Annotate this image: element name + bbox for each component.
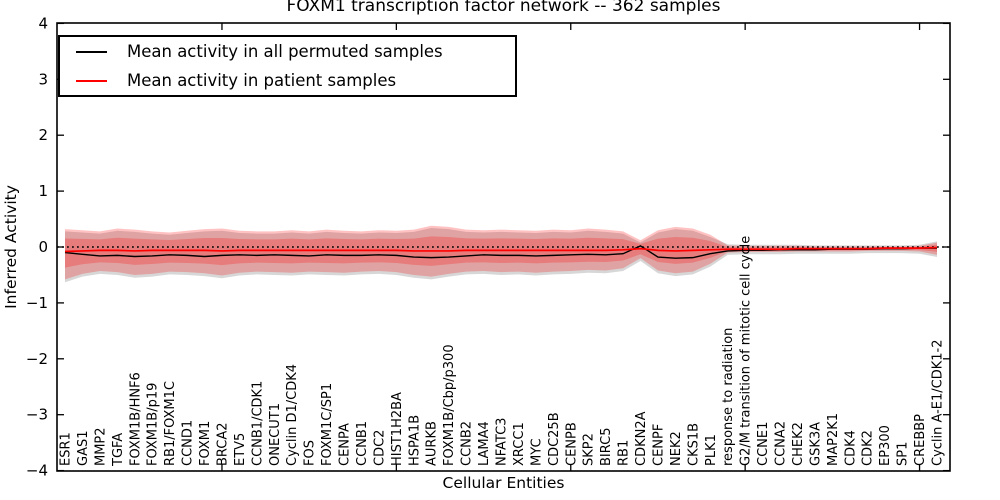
x-tick-label: CCNB2: [460, 421, 475, 466]
x-tick-label: GSK3A: [808, 422, 823, 466]
x-tick-label: ONECUT1: [268, 403, 283, 466]
legend-label-permuted: Mean activity in all permuted samples: [127, 42, 443, 61]
x-tick-label: CDC25B: [547, 412, 562, 466]
x-tick-label: ESR1: [59, 432, 74, 466]
x-tick-label: BRCA2: [215, 422, 230, 466]
x-tick-label: HSPA1B: [407, 415, 422, 466]
x-tick-label: CKS1B: [686, 423, 701, 466]
x-tick-label: PLK1: [704, 434, 719, 466]
x-tick-label: CCNB1/CDK1: [250, 381, 265, 466]
x-tick-label: CCND1: [181, 420, 196, 466]
x-tick-label: MYC: [529, 438, 544, 466]
x-tick-label: EP300: [878, 425, 893, 466]
x-tick-label: CENPA: [338, 423, 353, 466]
x-tick-label: ETV5: [233, 433, 248, 466]
legend-line-permuted-icon: [76, 50, 107, 53]
x-tick-label: CCNE1: [756, 422, 771, 466]
legend-label-patient: Mean activity in patient samples: [127, 71, 397, 90]
y-tick-label: −3: [26, 406, 48, 424]
x-tick-label: FOXM1B/Cbp/p300: [442, 344, 457, 466]
y-tick-label: 1: [38, 182, 48, 200]
y-tick-label: 2: [38, 126, 48, 144]
y-axis-label: Inferred Activity: [2, 185, 20, 309]
x-tick-label: FOXM1: [198, 421, 213, 466]
chart-title: FOXM1 transcription factor network -- 36…: [286, 0, 721, 16]
y-tick-label: 4: [38, 14, 48, 32]
x-tick-label: CCNB1: [355, 421, 370, 466]
x-tick-label: RB1: [617, 440, 632, 466]
x-tick-label: Cyclin D1/CDK4: [285, 364, 300, 466]
legend-line-patient-icon: [76, 79, 107, 82]
x-tick-label: FOS: [303, 440, 318, 466]
x-tick-label: CREBBP: [913, 414, 928, 466]
x-tick-label: CCNA2: [774, 421, 789, 466]
patient-band-inner: [65, 236, 937, 268]
x-tick-label: CENPB: [564, 422, 579, 466]
x-tick-label: RB1/FOXM1C: [163, 381, 178, 466]
patient-mean-line: [64, 246, 938, 253]
x-tick-label: NFATC3: [495, 418, 510, 466]
x-tick-label: HIST1H2BA: [390, 392, 405, 466]
x-tick-label: CDC2: [372, 430, 387, 466]
permuted-mean-line: [64, 245, 937, 259]
y-tick-label: −1: [26, 294, 48, 312]
legend-entry-patient: Mean activity in patient samples: [60, 69, 515, 93]
x-tick-label: LAMA4: [477, 421, 492, 466]
x-tick-label: FOXM1B/HNF6: [128, 372, 143, 466]
y-tick-label: 0: [38, 238, 48, 256]
legend-entry-permuted: Mean activity in all permuted samples: [60, 40, 515, 64]
x-tick-label: TGFA: [111, 433, 126, 467]
x-tick-label: G2/M transition of mitotic cell cycle: [739, 236, 754, 466]
y-tick-label: −2: [26, 350, 48, 368]
x-tick-label: XRCC1: [512, 422, 527, 466]
x-tick-label: CENPF: [651, 424, 666, 466]
x-tick-label: CDK4: [843, 430, 858, 466]
x-tick-label: response to radiation: [721, 328, 736, 466]
patient-band-outer: [65, 225, 937, 280]
y-tick-label: −4: [26, 462, 48, 480]
x-tick-label: Cyclin A-E1/CDK1-2: [931, 339, 946, 466]
legend: Mean activity in all permuted samples Me…: [58, 35, 517, 97]
x-axis-label: Cellular Entities: [442, 474, 565, 492]
x-tick-label: FOXM1C/SP1: [320, 383, 335, 466]
x-tick-label: SP1: [896, 442, 911, 466]
x-tick-label: FOXM1B/p19: [146, 383, 161, 466]
x-tick-label: CHEK2: [791, 422, 806, 466]
x-tick-label: CDK2: [861, 430, 876, 466]
x-tick-label: BIRC5: [599, 428, 614, 467]
y-tick-label: 3: [38, 70, 48, 88]
x-tick-label: SKP2: [582, 433, 597, 466]
x-tick-label: CDKN2A: [634, 411, 649, 466]
x-tick-label: MAP2K1: [826, 413, 841, 466]
x-tick-label: GAS1: [76, 431, 91, 467]
x-tick-label: AURKB: [425, 421, 440, 466]
x-tick-label: MMP2: [93, 427, 108, 466]
x-tick-label: NEK2: [669, 431, 684, 466]
